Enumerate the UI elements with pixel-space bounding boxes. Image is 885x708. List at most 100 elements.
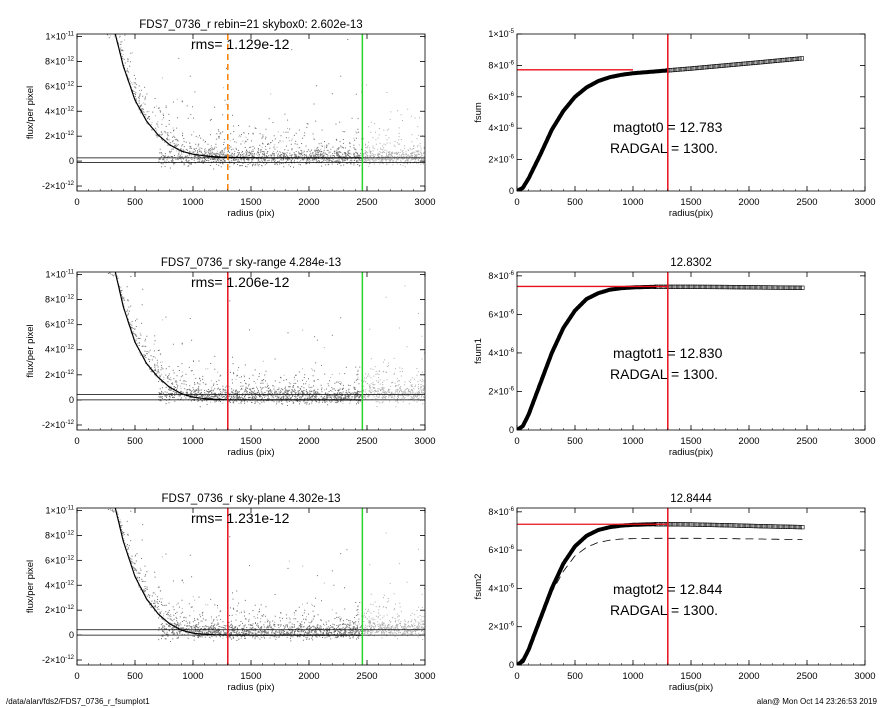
fsum-marker [761, 285, 766, 290]
fsum-marker [743, 61, 748, 66]
x-tick-label: 1000 [622, 197, 643, 208]
fsum-marker [682, 66, 687, 72]
fsum-marker [756, 524, 761, 529]
fsum-marker [765, 59, 770, 64]
fsum-marker [733, 62, 739, 67]
fsum-marker [668, 284, 673, 289]
fsum-marker [724, 523, 729, 528]
fsum-marker [710, 522, 715, 528]
fsum-marker [789, 57, 795, 62]
x-axis-label: radius(pix) [669, 447, 713, 458]
fsum-marker [739, 523, 744, 528]
fsum-marker [787, 57, 792, 62]
fsum-marker [714, 284, 720, 290]
fsum-marker [727, 523, 732, 528]
plot-area [517, 272, 805, 430]
fsum-marker [714, 64, 719, 69]
y-tick-label: 2×10-12 [45, 131, 75, 141]
y-tick-label: 4×10-6 [488, 583, 514, 593]
x-axis-label: radius (pix) [228, 208, 275, 219]
y-tick-label: 0 [69, 630, 74, 640]
fsum-marker [782, 57, 787, 63]
fsum-marker [705, 522, 710, 527]
chart-title: 12.8444 [670, 493, 712, 505]
plot-area [77, 272, 425, 430]
fsum-marker [673, 284, 678, 289]
fsum-marker [736, 285, 742, 290]
footer-file-path: /data/alan/fds2/FDS7_0736_r_fsumplot1 [6, 697, 150, 706]
fsum-marker [712, 284, 717, 290]
fsum-marker [741, 61, 746, 66]
y-tick-label: 8×10-6 [488, 271, 514, 281]
x-tick-label: 500 [567, 671, 583, 682]
x-tick-label: 1500 [240, 436, 261, 447]
fsum-marker [783, 285, 788, 290]
fsum-marker [780, 524, 785, 529]
x-tick-label: 1500 [240, 197, 261, 208]
fsum-marker [685, 284, 690, 289]
plot-frame [76, 271, 426, 431]
fsum-marker [688, 522, 693, 527]
scatter-points-outer [109, 272, 425, 408]
fsum-marker [675, 67, 680, 72]
y-tick-label: 6×10-6 [488, 309, 514, 319]
fsum-marker [751, 523, 756, 529]
fsum-marker [773, 524, 778, 529]
chart-panel-5: FDS7_0736_r sky-plane 4.302e-13 rms= 1.23… [25, 493, 436, 693]
fsum-marker [753, 60, 758, 65]
x-tick-label: 1000 [622, 436, 643, 447]
plot-area [517, 508, 805, 665]
x-tick-label: 2500 [356, 197, 377, 208]
plot-frame [516, 33, 866, 192]
fsum-marker [731, 62, 736, 67]
y-tick-label: 4×10-6 [488, 123, 514, 133]
fsum-marker [680, 284, 686, 289]
fsum-marker [800, 525, 805, 530]
fsum-marker [766, 285, 771, 290]
fsum-marker [707, 64, 712, 69]
fsum-marker [790, 285, 795, 290]
y-tick-label: 8×10-12 [45, 56, 75, 66]
fsum-marker [680, 522, 686, 527]
y-tick-label: 1×10-11 [45, 505, 74, 515]
x-tick-label: 3000 [414, 197, 435, 208]
fsum-marker [797, 524, 803, 530]
scatter-points-outer [109, 508, 425, 640]
radgal-annotation: RADGAL = 1300. [610, 602, 718, 618]
y-axis-label: flux/per pixel [25, 86, 36, 139]
chart-panel-3: FDS7_0736_r sky-range 4.284e-13 rms= 1.20… [25, 257, 436, 458]
y-tick-label: 0 [69, 156, 74, 166]
fsum-marker [671, 284, 676, 289]
chart-title: FDS7_0736_r sky-plane 4.302e-13 [161, 493, 340, 505]
y-tick-label: 8×10-6 [488, 507, 514, 517]
y-axis-label: fsum1 [473, 338, 484, 364]
fsum-marker [795, 285, 800, 290]
plot-area [517, 34, 804, 191]
fsum-marker [690, 284, 695, 289]
y-tick-label: 1×10-11 [45, 270, 74, 280]
fsum-marker [773, 285, 778, 290]
fsum-marker [726, 63, 731, 68]
fsum-marker [680, 67, 685, 72]
y-tick-label: -2×10-12 [42, 181, 75, 191]
y-tick-label: -2×10-12 [42, 420, 75, 430]
fsum-marker [739, 285, 744, 290]
fsum-marker [717, 284, 722, 290]
fsum-marker [716, 63, 722, 69]
profile-line [114, 508, 362, 636]
x-tick-label: 1000 [182, 671, 203, 682]
x-tick-label: 2500 [356, 436, 377, 447]
fsum-marker [785, 524, 790, 529]
fsum-marker [719, 284, 725, 290]
scatter-points [107, 34, 364, 171]
fsum-marker [732, 285, 737, 290]
magtot-annotation: magtot1 = 12.830 [613, 345, 723, 361]
x-tick-label: 500 [127, 436, 143, 447]
magtot-annotation: magtot0 = 12.783 [613, 119, 723, 135]
x-axis-label: radius (pix) [228, 447, 275, 458]
x-tick-label: 3000 [854, 671, 875, 682]
x-axis-label: radius(pix) [669, 208, 713, 219]
fsum-marker [775, 58, 780, 63]
fsum-dashed-curve [517, 537, 803, 665]
y-tick-label: 0 [69, 395, 74, 405]
